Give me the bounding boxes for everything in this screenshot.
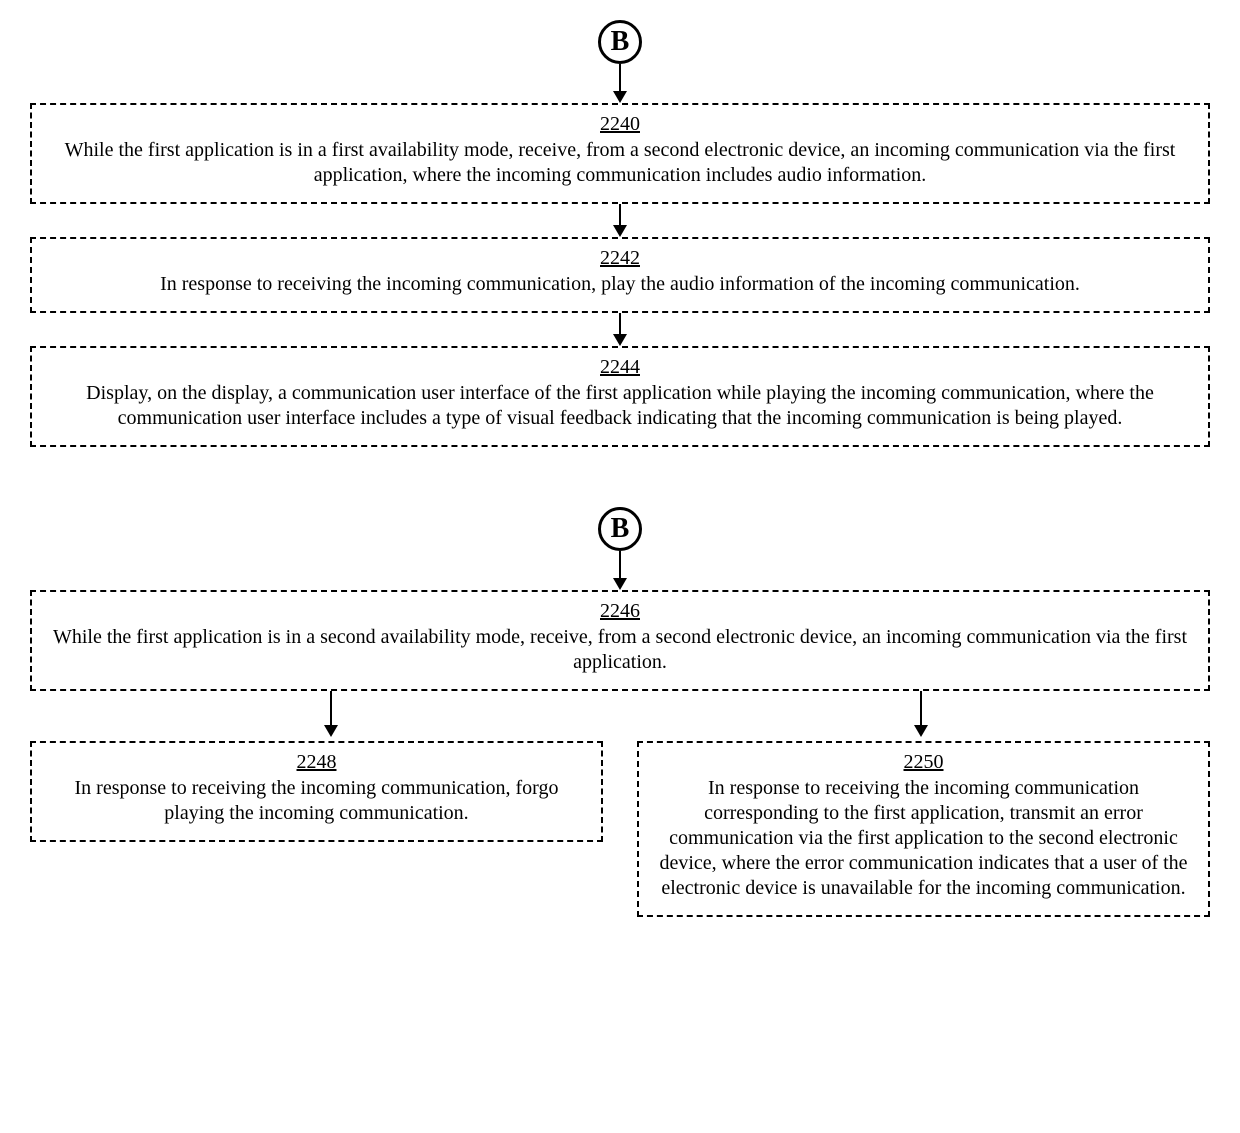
connector-badge-b-top: B [598, 20, 642, 64]
step-2248: 2248 In response to receiving the incomi… [30, 741, 603, 842]
connector-label: B [611, 515, 630, 543]
step-text: While the first application is in a seco… [53, 626, 1187, 673]
step-text: In response to receiving the incoming co… [75, 777, 559, 824]
step-number: 2240 [50, 113, 1190, 136]
step-2244: 2244 Display, on the display, a communic… [30, 346, 1210, 447]
step-2246: 2246 While the first application is in a… [30, 590, 1210, 691]
step-text: In response to receiving the incoming co… [160, 273, 1080, 295]
group-gap [30, 447, 1210, 507]
step-number: 2244 [50, 356, 1190, 379]
split-arrows [30, 691, 1210, 741]
arrow-to-2242 [30, 204, 1210, 237]
step-text: While the first application is in a firs… [65, 139, 1176, 186]
step-2250: 2250 In response to receiving the incomi… [637, 741, 1210, 917]
arrow-to-2246 [30, 551, 1210, 590]
arrow-to-2250 [914, 691, 928, 737]
step-text: Display, on the display, a communication… [86, 382, 1154, 429]
flowchart-canvas: B 2240 While the first application is in… [30, 20, 1210, 917]
step-number: 2250 [657, 751, 1190, 774]
connector-label: B [611, 28, 630, 56]
connector-badge-b-bottom: B [598, 507, 642, 551]
step-number: 2248 [50, 751, 583, 774]
arrow-to-2248 [324, 691, 338, 737]
step-number: 2242 [50, 247, 1190, 270]
arrow-to-2240 [30, 64, 1210, 103]
arrow-to-2244 [30, 313, 1210, 346]
step-2240: 2240 While the first application is in a… [30, 103, 1210, 204]
step-number: 2246 [50, 600, 1190, 623]
step-text: In response to receiving the incoming co… [659, 777, 1187, 899]
step-2242: 2242 In response to receiving the incomi… [30, 237, 1210, 313]
branch-row: 2248 In response to receiving the incomi… [30, 741, 1210, 917]
